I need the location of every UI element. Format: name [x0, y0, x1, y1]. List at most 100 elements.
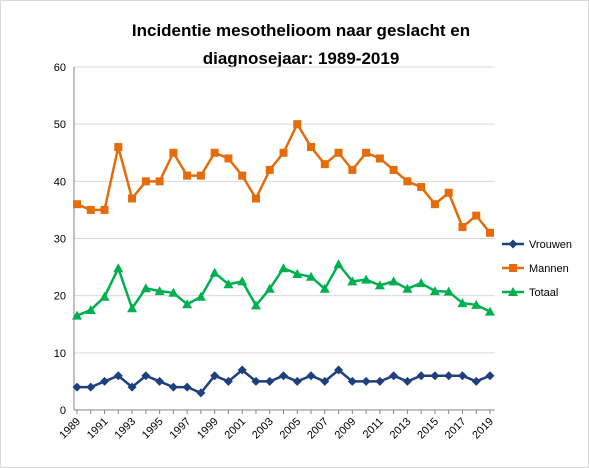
data-point-mannen — [183, 171, 192, 180]
data-point-vrouwen — [251, 376, 261, 386]
data-point-vrouwen — [141, 371, 151, 381]
data-point-mannen — [417, 183, 426, 192]
data-point-totaal — [292, 268, 303, 278]
data-point-totaal — [443, 286, 454, 296]
data-point-mannen — [472, 211, 481, 220]
data-point-totaal — [429, 286, 440, 296]
data-point-mannen — [458, 223, 467, 232]
legend-label-vrouwen: Vrouwen — [529, 239, 572, 251]
data-point-mannen — [86, 205, 95, 214]
y-tick-label: 50 — [54, 119, 66, 131]
y-tick-label: 30 — [54, 234, 66, 246]
data-point-totaal — [319, 283, 330, 293]
data-point-vrouwen — [127, 382, 137, 392]
data-point-totaal — [306, 271, 317, 281]
x-tick-label: 2009 — [333, 416, 359, 442]
data-point-totaal — [361, 274, 372, 284]
data-point-mannen — [73, 200, 81, 209]
data-point-totaal — [168, 287, 179, 297]
data-point-vrouwen — [168, 382, 178, 392]
x-tick-label: 2015 — [415, 416, 441, 442]
data-point-totaal — [485, 306, 495, 316]
data-point-vrouwen — [347, 376, 357, 386]
x-tick-label: 1993 — [112, 416, 138, 442]
data-point-totaal — [278, 263, 289, 273]
legend-label-mannen: Mannen — [529, 263, 569, 275]
x-tick-label: 2019 — [470, 416, 496, 442]
data-point-vrouwen — [265, 376, 275, 386]
data-point-totaal — [416, 278, 427, 288]
data-point-vrouwen — [361, 376, 371, 386]
series-lines — [72, 120, 495, 398]
data-point-totaal — [182, 299, 193, 309]
x-tick-label: 1991 — [85, 416, 111, 442]
data-point-mannen — [265, 165, 274, 174]
gridlines — [74, 66, 495, 354]
data-point-mannen — [114, 143, 123, 152]
data-point-totaal — [264, 283, 275, 293]
legend-marker-mannen — [509, 264, 517, 272]
data-point-vrouwen — [416, 371, 426, 381]
data-point-totaal — [72, 310, 82, 320]
data-point-vrouwen — [100, 376, 110, 386]
data-point-totaal — [209, 267, 220, 277]
data-point-vrouwen — [223, 376, 233, 386]
data-point-mannen — [375, 154, 384, 163]
x-tick-label: 2001 — [223, 416, 249, 442]
data-point-vrouwen — [375, 376, 385, 386]
y-tick-label: 60 — [54, 62, 66, 74]
legend: Vrouwen Mannen Totaal — [502, 239, 572, 299]
data-point-vrouwen — [155, 376, 165, 386]
data-point-totaal — [471, 299, 482, 309]
x-tick-label: 2011 — [361, 416, 386, 441]
data-point-totaal — [347, 276, 358, 286]
data-point-totaal — [388, 276, 399, 286]
data-point-mannen — [362, 148, 371, 157]
data-point-mannen — [320, 160, 329, 169]
data-point-totaal — [113, 263, 124, 273]
series-mannen — [73, 120, 494, 237]
chart-subtitle: diagnosejaar: 1989-2019 — [203, 49, 400, 68]
data-point-vrouwen — [444, 371, 454, 381]
data-point-mannen — [238, 171, 247, 180]
legend-marker-totaal — [508, 287, 518, 296]
data-point-totaal — [140, 283, 151, 293]
x-tick-label: 2005 — [278, 416, 304, 442]
x-tick-label: 1999 — [195, 416, 221, 442]
series-totaal — [72, 259, 495, 320]
data-point-totaal — [99, 291, 110, 301]
x-tick-label: 2007 — [305, 416, 331, 442]
data-point-totaal — [457, 298, 468, 308]
data-point-mannen — [100, 205, 109, 214]
data-point-vrouwen — [279, 371, 288, 381]
data-point-vrouwen — [113, 371, 123, 381]
data-point-totaal — [127, 303, 138, 313]
data-point-totaal — [250, 300, 261, 310]
data-point-vrouwen — [86, 382, 96, 392]
data-point-mannen — [486, 228, 494, 237]
x-tick-label: 1995 — [140, 416, 166, 442]
y-tick-label: 10 — [54, 348, 66, 360]
data-point-vrouwen — [292, 376, 302, 386]
data-point-mannen — [444, 188, 453, 197]
data-point-vrouwen — [485, 371, 495, 381]
x-tick-label: 1989 — [57, 416, 83, 442]
data-point-mannen — [348, 165, 357, 174]
data-point-vrouwen — [334, 365, 344, 375]
data-point-totaal — [154, 286, 165, 296]
data-point-vrouwen — [182, 382, 192, 392]
data-point-vrouwen — [306, 371, 316, 381]
legend-marker-vrouwen — [508, 239, 518, 249]
data-point-mannen — [128, 194, 137, 203]
data-point-mannen — [389, 165, 398, 174]
data-point-vrouwen — [320, 376, 330, 386]
data-point-mannen — [169, 148, 178, 157]
data-point-vrouwen — [430, 371, 440, 381]
data-point-totaal — [402, 283, 413, 293]
data-point-vrouwen — [237, 365, 247, 375]
data-point-totaal — [223, 279, 234, 289]
data-point-mannen — [224, 154, 233, 163]
y-tick-label: 0 — [60, 405, 66, 417]
